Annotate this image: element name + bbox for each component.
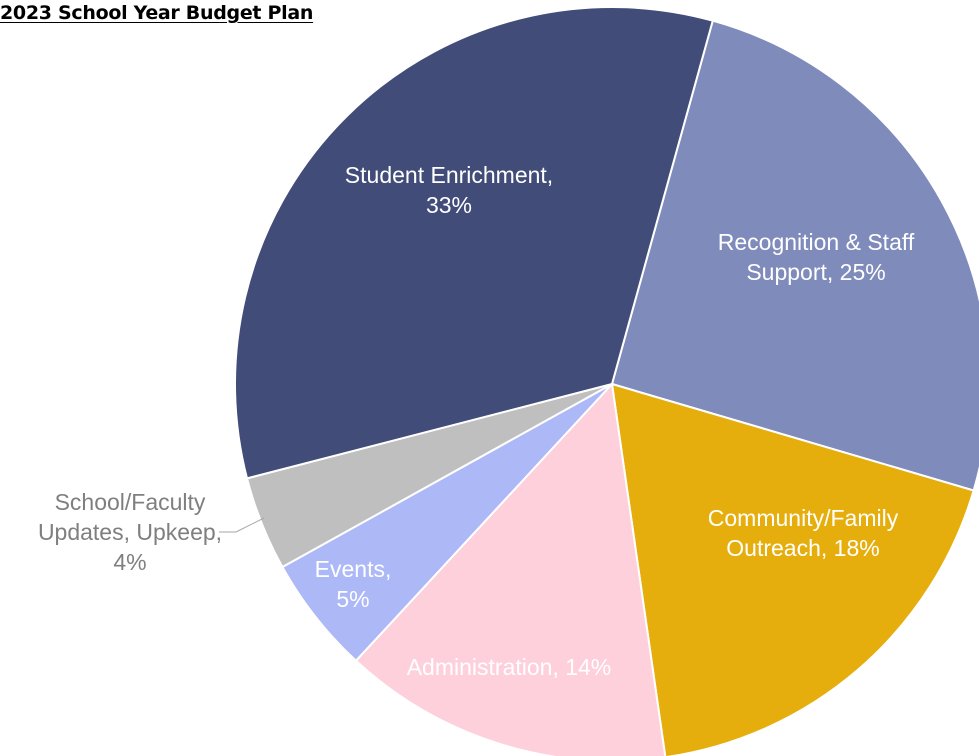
data-label-administration: Administration, 14% bbox=[407, 654, 612, 680]
data-label-line: Updates, Upkeep, bbox=[38, 519, 222, 545]
pie-slice-administration bbox=[354, 381, 667, 756]
pie-slice-recognition-and-staff-support bbox=[610, 19, 979, 492]
chart-title: 2023 School Year Budget Plan bbox=[0, 2, 314, 24]
data-label-line: Student Enrichment, bbox=[345, 162, 553, 188]
data-label-line: Community/Family bbox=[708, 505, 899, 531]
pie-slice-community-family-outreach bbox=[610, 382, 975, 756]
data-label-line: School/Faculty bbox=[55, 489, 206, 515]
pie-slices bbox=[234, 6, 979, 756]
data-label-student-enrichment: Student Enrichment, 33% bbox=[345, 162, 553, 218]
data-label-line: Outreach, 18% bbox=[726, 535, 879, 561]
pie-slice-student-enrichment bbox=[234, 6, 714, 480]
leader-lines bbox=[219, 517, 265, 533]
data-label-line: Events, bbox=[315, 556, 392, 582]
leader-line-school-faculty-updates-upkeep bbox=[219, 517, 265, 533]
data-label-line: Recognition & Staff bbox=[718, 229, 915, 255]
data-label-community-family-outreach: Community/Family Outreach, 18% bbox=[708, 505, 899, 561]
data-label-recognition-and-staff-support: Recognition & Staff Support, 25% bbox=[718, 229, 915, 285]
data-label-school-faculty-updates-upkeep: School/Faculty Updates, Upkeep, 4% bbox=[38, 489, 222, 575]
data-label-line: 33% bbox=[426, 192, 472, 218]
data-label-line: Support, 25% bbox=[746, 259, 885, 285]
data-label-line: 5% bbox=[336, 586, 369, 612]
data-labels: Recognition & Staff Support, 25% Community… bbox=[38, 162, 915, 680]
data-label-line: Administration, 14% bbox=[407, 654, 612, 680]
data-label-line: 4% bbox=[113, 549, 146, 575]
data-label-events: Events, 5% bbox=[315, 556, 392, 612]
